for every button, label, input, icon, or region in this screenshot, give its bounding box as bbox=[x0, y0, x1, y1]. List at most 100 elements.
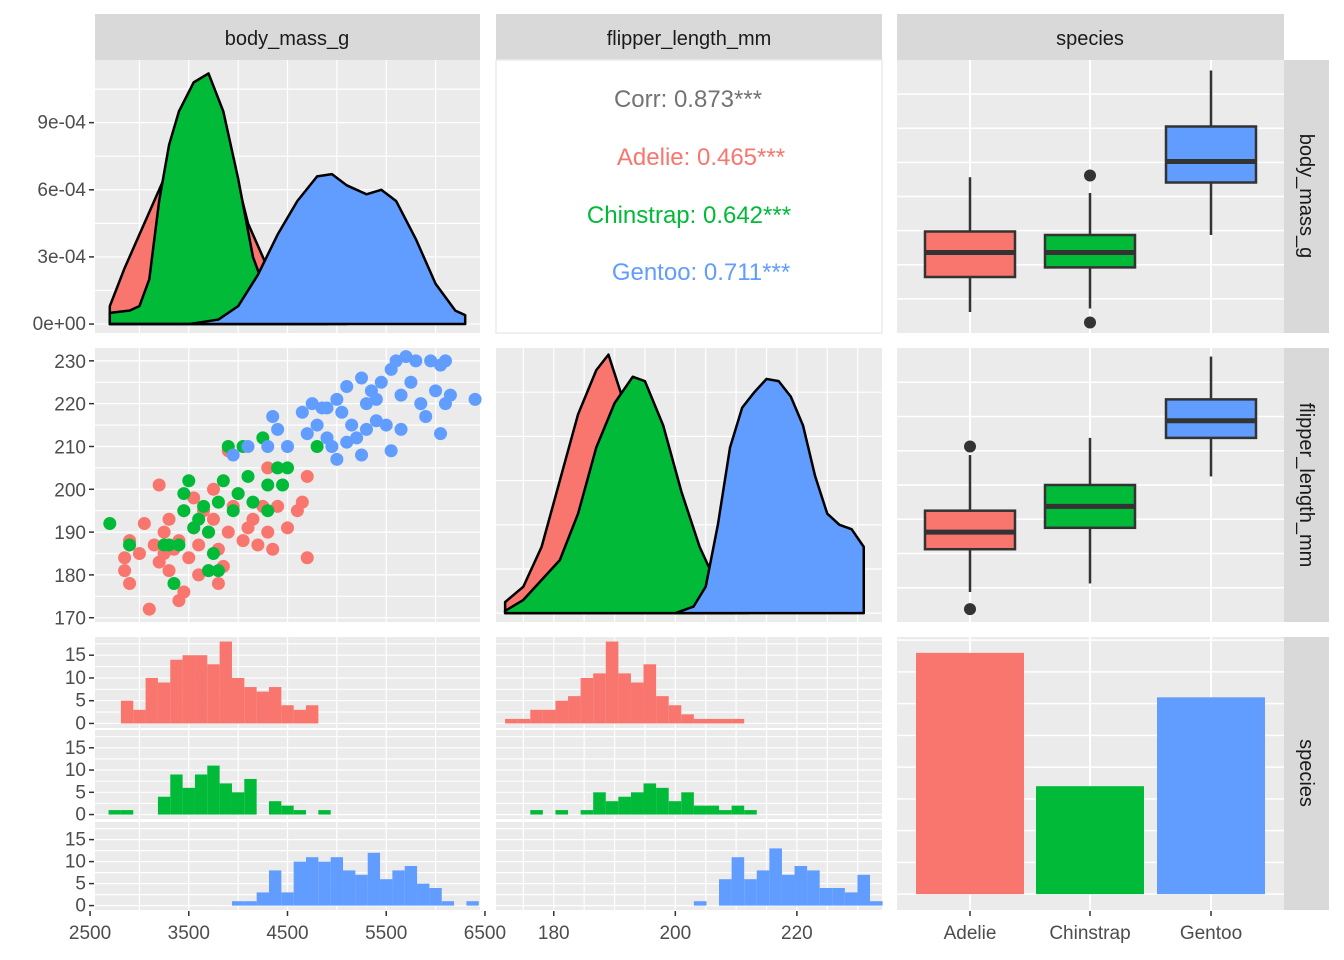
scatter-point-adelie bbox=[132, 547, 146, 560]
hist-bar-gentoo bbox=[466, 901, 479, 906]
scatter-point-adelie bbox=[142, 602, 156, 616]
y-tick-label: 10 bbox=[65, 852, 86, 873]
hist-bar-chinstrap bbox=[281, 805, 294, 815]
scatter-point-adelie bbox=[182, 551, 196, 565]
hist-bar-adelie bbox=[219, 641, 232, 724]
hist-bar-gentoo bbox=[781, 874, 795, 906]
scatter-point-chinstrap bbox=[202, 525, 216, 539]
scatter-point-gentoo bbox=[261, 439, 275, 453]
scatter-point-adelie bbox=[261, 525, 275, 539]
scatter-point-gentoo bbox=[404, 375, 418, 389]
scatter-point-gentoo bbox=[305, 397, 319, 411]
y-tick-label: 10 bbox=[65, 668, 86, 689]
hist-bar-adelie bbox=[145, 677, 158, 724]
hist-bar-adelie bbox=[268, 687, 282, 724]
scatter-point-adelie bbox=[177, 585, 191, 599]
hist-bar-adelie bbox=[256, 691, 269, 724]
strip-right-body-mass: body_mass_g bbox=[1284, 60, 1329, 333]
scatter-point-chinstrap bbox=[206, 547, 220, 560]
scatter-point-chinstrap bbox=[162, 538, 176, 552]
hist-bar-gentoo bbox=[367, 852, 381, 906]
x-tick-label: 5500 bbox=[365, 923, 407, 944]
hist-bar-chinstrap bbox=[593, 792, 606, 815]
hist-bar-chinstrap bbox=[318, 810, 331, 815]
scatter-point-gentoo bbox=[389, 354, 403, 368]
scatter-point-chinstrap bbox=[172, 538, 186, 552]
hist-bar-gentoo bbox=[744, 879, 757, 906]
strip-label-flipper: flipper_length_mm bbox=[607, 28, 772, 50]
scatter-point-gentoo bbox=[419, 410, 433, 423]
hist-bar-gentoo bbox=[355, 874, 368, 906]
bar-adelie bbox=[916, 652, 1024, 895]
hist-bar-adelie bbox=[207, 664, 220, 724]
scatter-point-chinstrap bbox=[182, 474, 196, 488]
hist-bar-adelie bbox=[618, 673, 631, 724]
y-tick-label: 230 bbox=[54, 352, 86, 373]
strip-right-flipper: flipper_length_mm bbox=[1284, 348, 1329, 622]
x-tick-label: 2500 bbox=[69, 923, 111, 944]
scatter-point-adelie bbox=[300, 551, 314, 565]
hist-bar-gentoo bbox=[807, 870, 820, 906]
scatter-point-gentoo bbox=[394, 422, 408, 436]
hist-bar-chinstrap bbox=[618, 796, 631, 815]
corr-gentoo: Gentoo: 0.711*** bbox=[612, 259, 790, 286]
hist-bar-gentoo bbox=[794, 866, 808, 906]
scatter-point-gentoo bbox=[266, 410, 280, 423]
hist-bar-adelie bbox=[517, 718, 531, 724]
scatter-point-adelie bbox=[236, 534, 250, 548]
strip-right-species: species bbox=[1284, 637, 1329, 910]
scatter-point-gentoo bbox=[374, 375, 388, 389]
hist-bar-adelie bbox=[693, 718, 707, 724]
hist-bar-gentoo bbox=[268, 870, 282, 906]
scatter-point-gentoo bbox=[359, 422, 373, 436]
scatter-point-chinstrap bbox=[123, 538, 137, 552]
scatter-point-adelie bbox=[221, 525, 235, 539]
hist-bar-chinstrap bbox=[194, 774, 208, 815]
scatter-point-gentoo bbox=[359, 397, 373, 411]
hist-bar-adelie bbox=[555, 700, 569, 724]
y-tick-label: 10 bbox=[65, 760, 86, 781]
scatter-point-adelie bbox=[162, 512, 176, 526]
strip-label-species: species bbox=[1056, 28, 1124, 50]
hist-bar-chinstrap bbox=[706, 805, 720, 815]
y-tick-label: 5 bbox=[75, 874, 86, 895]
x-tick-label: 4500 bbox=[266, 923, 308, 944]
scatter-point-gentoo bbox=[350, 431, 364, 445]
scatter-point-chinstrap bbox=[231, 487, 245, 501]
scatter-point-gentoo bbox=[310, 418, 324, 432]
hist-bar-adelie bbox=[593, 673, 606, 724]
hist-bar-adelie bbox=[157, 682, 171, 724]
hist-bar-adelie bbox=[605, 641, 619, 724]
scatter-point-adelie bbox=[147, 538, 161, 552]
hist-bar-chinstrap bbox=[744, 810, 757, 815]
hist-bar-chinstrap bbox=[555, 810, 569, 815]
scatter-point-adelie bbox=[206, 482, 220, 496]
hist-bar-adelie bbox=[656, 696, 669, 724]
hist-bar-adelie bbox=[293, 709, 307, 724]
scatter-point-gentoo bbox=[320, 401, 334, 415]
scatter-point-adelie bbox=[261, 461, 275, 475]
hist-bar-gentoo bbox=[693, 901, 707, 906]
hist-bar-gentoo bbox=[330, 857, 344, 906]
y-tick-label: 200 bbox=[54, 480, 86, 501]
scatter-point-adelie bbox=[192, 568, 206, 582]
scatter-point-gentoo bbox=[384, 444, 398, 458]
hist-bar-chinstrap bbox=[157, 796, 171, 815]
scatter-point-gentoo bbox=[300, 427, 314, 441]
scatter-point-adelie bbox=[266, 542, 280, 556]
hist-bar-gentoo bbox=[343, 870, 356, 906]
scatter-point-chinstrap bbox=[197, 499, 211, 513]
hist-bar-gentoo bbox=[306, 857, 319, 906]
y-tick-label: 170 bbox=[54, 609, 86, 630]
hist-bar-chinstrap bbox=[681, 792, 694, 815]
hist-bar-gentoo bbox=[844, 892, 858, 906]
hist-bar-chinstrap bbox=[731, 805, 745, 815]
scatter-point-gentoo bbox=[355, 448, 369, 462]
scatter-point-chinstrap bbox=[276, 478, 290, 492]
scatter-point-adelie bbox=[206, 512, 220, 526]
x-tick-label: Adelie bbox=[944, 923, 997, 944]
scatter-point-gentoo bbox=[369, 392, 383, 406]
scatter-point-chinstrap bbox=[261, 504, 275, 518]
bar-gentoo bbox=[1157, 697, 1265, 895]
scatter-point-chinstrap bbox=[211, 564, 225, 578]
